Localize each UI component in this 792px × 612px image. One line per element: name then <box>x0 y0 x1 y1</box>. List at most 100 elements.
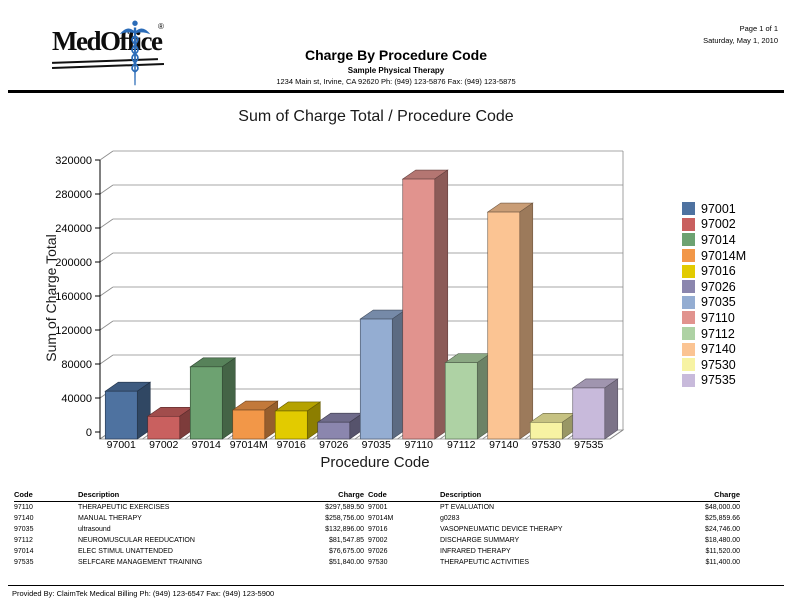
bar-97002 <box>146 406 194 440</box>
legend-swatch <box>682 311 695 325</box>
legend-swatch <box>682 249 695 263</box>
practice-address: 1234 Main st, Irvine, CA 92620 Ph: (949)… <box>276 77 516 86</box>
bar-97014 <box>189 357 237 440</box>
report-title: Charge By Procedure Code <box>304 47 488 63</box>
code-cell: 97140 <box>14 515 34 522</box>
legend-item-97035: 97035 <box>682 295 772 311</box>
footer-divider <box>8 585 784 586</box>
charge-tables: Code Description Charge Code Description Char… <box>14 490 740 568</box>
legend-swatch <box>682 295 695 309</box>
legend-label: 97112 <box>701 326 735 341</box>
x-tick-label: 97016 <box>277 439 306 451</box>
legend-item-97026: 97026 <box>682 279 772 295</box>
registered-mark: ® <box>158 22 164 31</box>
x-tick-label: 97002 <box>149 439 178 451</box>
code-cell: 97110 <box>14 504 33 511</box>
legend-label: 97530 <box>701 357 736 372</box>
code-cell: 97035 <box>14 526 34 533</box>
legend-label: 97140 <box>701 342 736 357</box>
legend-item-97140: 97140 <box>682 341 772 357</box>
table-header-row: Code Description Charge Code Description Char… <box>14 490 740 502</box>
legend-item-97014M: 97014M <box>682 248 772 264</box>
footer-text: Provided By: ClaimTek Medical Billing Ph… <box>12 589 275 598</box>
legend-label: 97016 <box>701 264 736 279</box>
legend-swatch <box>682 327 695 341</box>
description-cell: INFRARED THERAPY <box>440 548 511 555</box>
charge-cell: $18,480.00 <box>704 537 740 544</box>
description-cell: ELEC STIMUL UNATTENDED <box>78 548 173 555</box>
code-header: Code <box>368 490 387 499</box>
legend-item-97016: 97016 <box>682 263 772 279</box>
procedure-bar-chart: 0 40000 80000 120000 160000 200000 240000 28000… <box>43 150 625 471</box>
bar-97035 <box>359 309 407 440</box>
code-cell: 97014 <box>14 548 34 555</box>
charge-cell: $132,896.00 <box>325 526 364 533</box>
charge-cell: $25,859.66 <box>704 515 740 522</box>
description-cell: NEUROMUSCULAR REEDUCATION <box>78 537 195 544</box>
description-header: Description <box>78 490 120 499</box>
x-tick-label: 97035 <box>362 439 391 451</box>
x-tick-label: 97001 <box>107 439 136 451</box>
charge-cell: $48,000.00 <box>704 504 740 511</box>
y-axis-title: Sum of Charge Total <box>43 234 59 361</box>
y-tick-label: 320000 <box>55 155 92 167</box>
legend-item-97014: 97014 <box>682 232 772 248</box>
charge-cell: $81,547.85 <box>328 537 364 544</box>
x-tick-label: 97535 <box>574 439 603 451</box>
table-row: 97110 THERAPEUTIC EXERCISES $297,589.50 970… <box>14 502 740 513</box>
x-axis-title: Procedure Code <box>320 454 429 471</box>
legend-item-97110: 97110 <box>682 310 772 326</box>
legend-label: 97014M <box>701 248 747 263</box>
code-cell: 97001 <box>368 504 388 511</box>
y-tick-label: 120000 <box>55 325 92 337</box>
description-cell: MANUAL THERAPY <box>78 515 142 522</box>
description-cell: DISCHARGE SUMMARY <box>440 537 520 544</box>
code-cell: 97112 <box>14 537 33 544</box>
description-cell: SELFCARE MANAGEMENT TRAINING <box>78 559 203 566</box>
y-tick-label: 80000 <box>61 359 92 371</box>
caduceus-icon <box>119 20 151 86</box>
bar-97014M <box>231 400 279 440</box>
legend-item-97112: 97112 <box>682 326 772 342</box>
bar-97026 <box>316 412 364 440</box>
legend-label: 97110 <box>701 310 735 325</box>
x-tick-label: 97530 <box>532 439 561 451</box>
bar-97016 <box>274 401 322 440</box>
code-cell: 97014M <box>368 515 394 522</box>
legend-swatch <box>682 358 695 372</box>
table-row: 97112 NEUROMUSCULAR REEDUCATION $81,547.85… <box>14 535 740 546</box>
bar-97001 <box>104 381 152 440</box>
code-header: Code <box>14 490 33 499</box>
charge-header: Charge <box>338 490 364 499</box>
legend-item-97001: 97001 <box>682 201 772 217</box>
x-tick-label: 97110 <box>405 439 434 451</box>
legend-label: 97001 <box>701 201 736 216</box>
bar-97535 <box>571 378 619 440</box>
description-cell: ultrasound <box>78 526 111 533</box>
description-cell: THERAPEUTIC ACTIVITIES <box>440 559 530 566</box>
table-row: 97140 MANUAL THERAPY $258,756.00 97014M g028… <box>14 513 740 524</box>
table-row: 97014 ELEC STIMUL UNATTENDED $76,675.00 970… <box>14 546 740 557</box>
charge-cell: $51,840.00 <box>328 559 364 566</box>
legend-label: 97035 <box>701 295 736 310</box>
report-date: Saturday, May 1, 2010 <box>703 36 778 45</box>
charge-header: Charge <box>714 490 740 499</box>
x-tick-label: 97112 <box>447 439 476 451</box>
x-tick-label: 97140 <box>489 439 518 451</box>
x-tick-label: 97026 <box>319 439 348 451</box>
charge-cell: $24,746.00 <box>704 526 740 533</box>
charge-cell: $258,756.00 <box>325 515 364 522</box>
bar-97140 <box>486 202 534 440</box>
page-number: Page 1 of 1 <box>739 24 778 33</box>
chart-legend: 97001 97002 97014 97014M 97016 97026 97035 9711… <box>682 201 772 388</box>
description-header: Description <box>440 490 482 499</box>
y-tick-label: 280000 <box>55 189 92 201</box>
charge-cell: $11,520.00 <box>705 548 740 555</box>
description-cell: PT EVALUATION <box>440 504 495 511</box>
legend-label: 97002 <box>701 217 736 232</box>
header-divider <box>8 90 784 93</box>
legend-item-97530: 97530 <box>682 357 772 373</box>
x-tick-label: 97014M <box>230 439 268 451</box>
bar-97112 <box>444 353 492 440</box>
practice-name: Sample Physical Therapy <box>347 66 445 75</box>
